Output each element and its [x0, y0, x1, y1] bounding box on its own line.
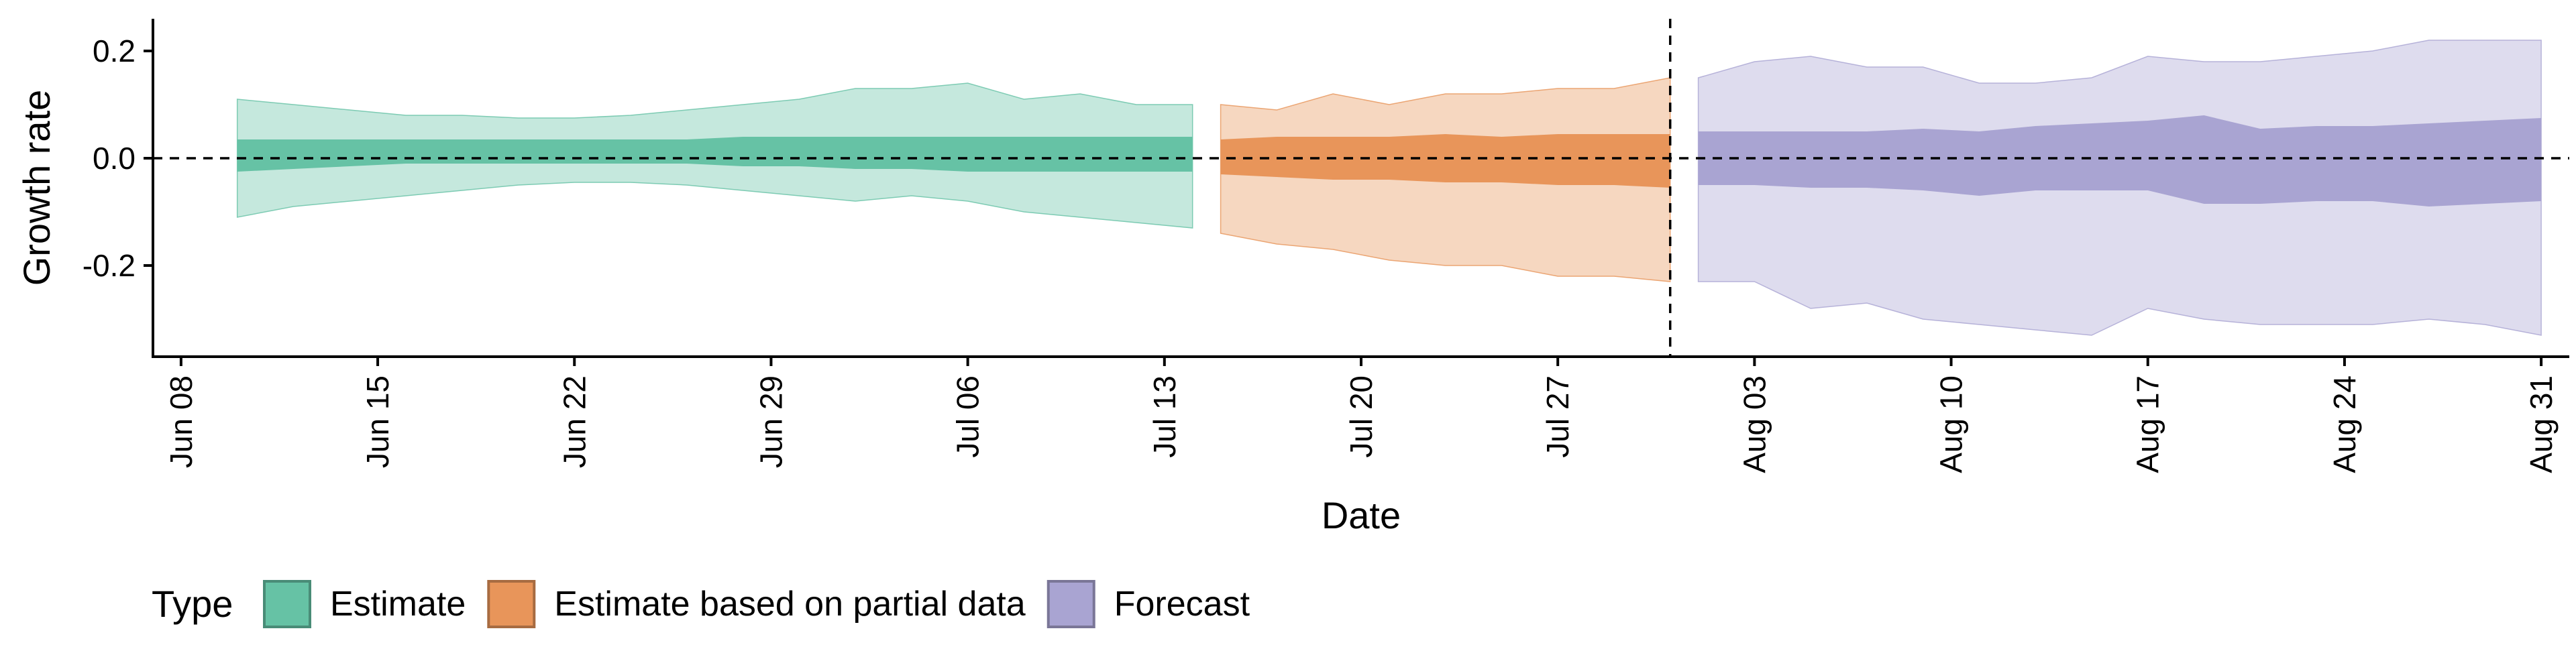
- x-tick-label: Aug 17: [2131, 375, 2165, 473]
- legend-swatch: [487, 580, 536, 628]
- legend-swatch: [263, 580, 311, 628]
- legend-title: Type: [152, 583, 233, 625]
- band-inner-estimate-based-on-partial-data: [1220, 134, 1670, 188]
- legend-label: Estimate: [330, 585, 466, 624]
- y-tick-label: 0.2: [93, 34, 136, 68]
- legend-swatch: [1046, 580, 1095, 628]
- reference-lines: [153, 19, 2569, 357]
- band-inner-forecast: [1698, 115, 2542, 207]
- x-tick-label: Aug 10: [1934, 375, 1969, 473]
- y-tick-label: -0.2: [83, 248, 136, 283]
- x-tick-label: Aug 24: [2327, 375, 2362, 473]
- legend-label: Estimate based on partial data: [554, 585, 1026, 624]
- x-ticks: Jun 08 Jun 15 Jun 22 Jun 29 Jul 06 Jul 13 Jul …: [164, 357, 2559, 473]
- x-tick-label: Jun 08: [164, 375, 199, 468]
- y-ticks: 0.2 0.0 -0.2: [83, 34, 153, 283]
- axes: 0.2 0.0 -0.2 Jun 08 Jun 15 Jun 22 Jun 29 Jul 0…: [83, 19, 2569, 473]
- band-inner-estimate: [237, 137, 1193, 172]
- x-tick-label: Jun 22: [557, 375, 592, 468]
- x-tick-label: Jul 13: [1147, 375, 1182, 458]
- x-tick-label: Jun 29: [753, 375, 788, 468]
- x-tick-label: Jun 15: [360, 375, 395, 468]
- x-tick-label: Jul 27: [1540, 375, 1575, 458]
- x-tick-label: Jul 06: [951, 375, 985, 458]
- legend-label: Forecast: [1114, 585, 1250, 624]
- bands-layer: [236, 40, 2542, 336]
- x-axis-title: Date: [1322, 494, 1401, 536]
- y-axis-title: Growth rate: [15, 90, 58, 286]
- x-tick-label: Aug 31: [2524, 375, 2559, 473]
- legend: Type Estimate Estimate based on partial d…: [152, 580, 1250, 628]
- y-tick-label: 0.0: [93, 141, 136, 176]
- x-tick-label: Aug 03: [1737, 375, 1772, 473]
- x-tick-label: Jul 20: [1344, 375, 1379, 458]
